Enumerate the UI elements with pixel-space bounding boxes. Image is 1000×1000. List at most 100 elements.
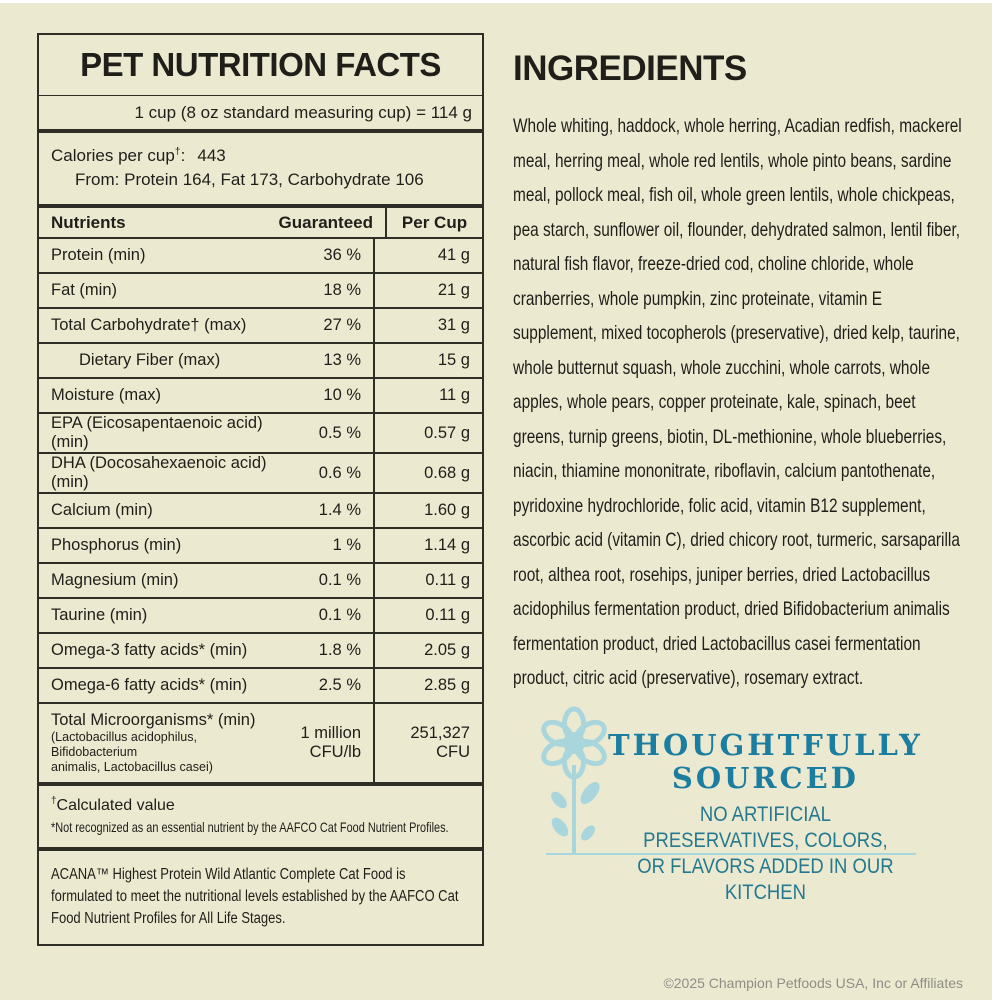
nutrient-name: Moisture (max) (51, 386, 162, 404)
nutrient-name: Fat (min) (51, 281, 117, 299)
thoughtfully-sourced-text: THOUGHTFULLY SOURCED NO ARTIFICIAL PRESE… (608, 705, 923, 906)
nutrient-name: EPA (Eicosapentaenoic acid) (min) (51, 414, 263, 451)
sourced-divider-line (546, 853, 916, 855)
thoughtfully-sourced-inner: THOUGHTFULLY SOURCED NO ARTIFICIAL PRESE… (538, 705, 920, 906)
nutrient-name-cell: Dietary Fiber (max) (39, 344, 281, 377)
table-row: DHA (Docosahexaenoic acid) (min) 0.6 % 0… (39, 454, 482, 494)
nutrient-per-cup-value: 2.85 g (373, 669, 482, 702)
dagger-mark: † (51, 795, 57, 807)
label-background: PET NUTRITION FACTS 1 cup (8 oz standard… (0, 3, 992, 1000)
calories-from-line: From: Protein 164, Fat 173, Carbohydrate… (75, 170, 424, 189)
header-per-cup: Per Cup (385, 208, 482, 237)
thoughtfully-sourced-subtitle: NO ARTIFICIAL PRESERVATIVES, COLORS, OR … (637, 803, 894, 904)
calories-colon: : (180, 146, 186, 165)
nutrient-per-cup-value: 31 g (373, 309, 482, 342)
nutrient-per-cup-value: 251,327 CFU (373, 704, 482, 782)
footnote-aafco-note: *Not recognized as an essential nutrient… (51, 819, 449, 835)
nutrient-guaranteed-value: 1 % (332, 536, 361, 554)
nutrient-name: Total Carbohydrate† (max) (51, 316, 247, 334)
serving-size-line: 1 cup (8 oz standard measuring cup) = 11… (39, 96, 482, 133)
table-row: EPA (Eicosapentaenoic acid) (min) 0.5 % … (39, 414, 482, 454)
nutrient-guaranteed-value: 0.1 % (318, 571, 361, 589)
nutrient-per-cup-value: 41 g (373, 239, 482, 272)
nutrient-name-cell: EPA (Eicosapentaenoic acid) (min) (39, 414, 281, 452)
nutrient-guaranteed-value: 27 % (323, 316, 361, 334)
footnote-calculated-text: Calculated value (56, 797, 175, 814)
table-row: Protein (min) 36 % 41 g (39, 239, 482, 274)
ingredients-section: INGREDIENTS Whole whiting, haddock, whol… (513, 49, 973, 696)
footnotes-block: †Calculated value *Not recognized as an … (39, 786, 482, 851)
table-row: Total Microorganisms* (min) (Lactobacill… (39, 704, 482, 786)
nutrient-guaranteed-value: 0.1 % (318, 606, 361, 624)
nutrient-name: Total Microorganisms* (min) (51, 711, 256, 729)
nutrition-facts-panel: PET NUTRITION FACTS 1 cup (8 oz standard… (37, 33, 484, 946)
calories-block: Calories per cup†: 443 From: Protein 164,… (39, 133, 482, 208)
flower-icon (541, 706, 607, 855)
nutrient-name-cell: Total Microorganisms* (min) (Lactobacill… (39, 704, 281, 782)
nutrient-guaranteed-value: 0.6 % (318, 463, 361, 482)
table-row: Taurine (min) 0.1 % 0.11 g (39, 599, 482, 634)
nutrient-name-cell: Taurine (min) (39, 599, 281, 632)
nutrient-per-cup-value: 1.14 g (373, 529, 482, 562)
nutrient-name: Taurine (min) (51, 606, 148, 624)
nutrient-guaranteed-value: 18 % (323, 281, 361, 299)
nutrient-sub-text: (Lactobacillus acidophilus, Bifidobacter… (51, 730, 213, 774)
nutrient-guaranteed-value: 1.8 % (318, 641, 361, 659)
thoughtfully-sourced-badge: THOUGHTFULLY SOURCED NO ARTIFICIAL PRESE… (538, 705, 920, 906)
table-row: Omega-3 fatty acids* (min) 1.8 % 2.05 g (39, 634, 482, 669)
table-header-row: Nutrients Guaranteed Per Cup (39, 208, 482, 239)
nutrient-name-cell: Total Carbohydrate† (max) (39, 309, 281, 342)
nutrient-name: Omega-3 fatty acids* (min) (51, 641, 248, 659)
nutrient-per-cup-value: 0.11 g (373, 599, 482, 632)
table-row: Omega-6 fatty acids* (min) 2.5 % 2.85 g (39, 669, 482, 704)
nutrient-guaranteed-value: 1.4 % (318, 501, 361, 519)
nutrient-guaranteed-value: 1 million CFU/lb (300, 724, 361, 761)
calories-value: 443 (197, 146, 226, 165)
ingredients-title: INGREDIENTS (513, 49, 747, 88)
nutrient-name-cell: Omega-3 fatty acids* (min) (39, 634, 281, 667)
header-guaranteed: Guaranteed (278, 212, 373, 232)
nutrient-name: DHA (Docosahexaenoic acid) (min) (51, 454, 267, 491)
table-row: Fat (min) 18 % 21 g (39, 274, 482, 309)
nutrient-guaranteed-value: 0.5 % (318, 423, 361, 442)
nutrient-name: Dietary Fiber (max) (79, 351, 221, 369)
aafco-statement-block: ACANA™ Highest Protein Wild Atlantic Com… (39, 851, 482, 944)
nutrient-per-cup-value: 0.11 g (373, 564, 482, 597)
nutrient-name-cell: Moisture (max) (39, 379, 281, 412)
nutrient-name-cell: Omega-6 fatty acids* (min) (39, 669, 281, 702)
aafco-statement-text: ACANA™ Highest Protein Wild Atlantic Com… (51, 866, 459, 927)
nutrient-guaranteed-value: 2.5 % (318, 676, 361, 694)
nutrient-per-cup-value: 0.68 g (373, 454, 482, 492)
sourced-title-line1: THOUGHTFULLY (608, 728, 923, 762)
nutrient-per-cup-value: 2.05 g (373, 634, 482, 667)
nutrient-name: Phosphorus (min) (51, 536, 182, 554)
nutrient-name-cell: Fat (min) (39, 274, 281, 307)
footnote-calculated: †Calculated value (51, 795, 470, 817)
nutrient-per-cup-value: 11 g (373, 379, 482, 412)
calories-label: Calories per cup (51, 146, 175, 165)
table-row: Magnesium (min) 0.1 % 0.11 g (39, 564, 482, 599)
nutrient-name-cell: DHA (Docosahexaenoic acid) (min) (39, 454, 281, 492)
header-nutrients: Nutrients (51, 212, 126, 232)
dagger-mark: † (174, 145, 181, 158)
table-row: Phosphorus (min) 1 % 1.14 g (39, 529, 482, 564)
nutrient-name: Protein (min) (51, 246, 146, 264)
nutrient-per-cup-value: 21 g (373, 274, 482, 307)
nutrient-name-cell: Protein (min) (39, 239, 281, 272)
copyright-text: ©2025 Champion Petfoods USA, Inc or Affi… (663, 975, 963, 991)
nutrient-name: Omega-6 fatty acids* (min) (51, 676, 248, 694)
table-row: Calcium (min) 1.4 % 1.60 g (39, 494, 482, 529)
nutrient-per-cup-value: 0.57 g (373, 414, 482, 452)
nutrient-name: Calcium (min) (51, 501, 153, 519)
nutrient-guaranteed-value: 10 % (323, 386, 361, 404)
nutrient-per-cup-value: 1.60 g (373, 494, 482, 527)
nutrient-name-cell: Phosphorus (min) (39, 529, 281, 562)
nutrient-name-cell: Magnesium (min) (39, 564, 281, 597)
table-row: Total Carbohydrate† (max) 27 % 31 g (39, 309, 482, 344)
nutrient-name: Magnesium (min) (51, 571, 179, 589)
nutrient-guaranteed-value: 13 % (323, 351, 361, 369)
nutrients-table-body: Protein (min) 36 % 41 g Fat (min) 18 % 2… (39, 239, 482, 786)
table-row: Dietary Fiber (max) 13 % 15 g (39, 344, 482, 379)
table-row: Moisture (max) 10 % 11 g (39, 379, 482, 414)
nutrition-facts-title: PET NUTRITION FACTS (39, 35, 482, 96)
